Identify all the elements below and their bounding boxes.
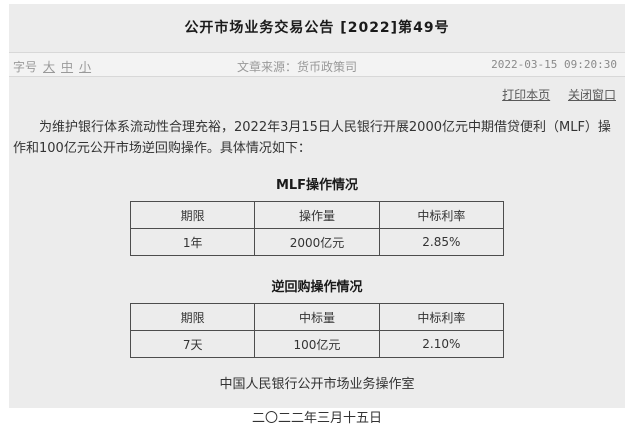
table-row: 7天 100亿元 2.10%	[129, 330, 505, 359]
header-winning-volume: 中标量	[254, 303, 380, 332]
font-size-option-small[interactable]: 小	[79, 60, 92, 74]
issue-date: 二〇二二年三月十五日	[251, 411, 382, 426]
font-size-option-large[interactable]: 大	[43, 60, 56, 74]
cell-term: 1年	[129, 228, 256, 257]
mlf-operations-table: 期限 操作量 中标利率 1年 2000亿元 2.85%	[129, 201, 505, 257]
repo-table-title: 逆回购操作情况	[271, 280, 363, 296]
announcement-page: 公开市场业务交易公告 [2022]第49号 字号 大 中 小 文章来源：货币政策…	[9, 4, 625, 426]
cell-winning-rate: 2.85%	[378, 228, 505, 257]
meta-bar: 字号 大 中 小 文章来源：货币政策司 2022-03-15 09:20:30	[9, 52, 625, 77]
publish-timestamp: 2022-03-15 09:20:30	[491, 58, 617, 71]
announcement-body: 为维护银行体系流动性合理充裕，2022年3月15日人民银行开展2000亿元中期借…	[13, 120, 611, 157]
cell-winning-rate: 2.10%	[378, 330, 505, 359]
table-row: 1年 2000亿元 2.85%	[129, 228, 505, 257]
header-term: 期限	[129, 201, 256, 230]
cell-operation-volume: 2000亿元	[254, 228, 380, 257]
table-header-row: 期限 中标量 中标利率	[129, 303, 505, 332]
cell-winning-volume: 100亿元	[254, 330, 380, 359]
header-winning-rate: 中标利率	[378, 303, 505, 332]
reverse-repo-table: 期限 中标量 中标利率 7天 100亿元 2.10%	[129, 303, 505, 359]
page-title: 公开市场业务交易公告 [2022]第49号	[184, 20, 450, 36]
font-size-option-medium[interactable]: 中	[61, 60, 74, 74]
page-actions: 打印本页 关闭窗口	[9, 86, 625, 103]
cell-term: 7天	[129, 330, 256, 359]
table-header-row: 期限 操作量 中标利率	[129, 201, 505, 230]
print-page-link[interactable]: 打印本页	[502, 88, 551, 102]
article-source-label: 文章来源：	[237, 60, 298, 74]
close-window-link[interactable]: 关闭窗口	[567, 88, 616, 102]
font-size-controls: 字号 大 中 小	[13, 58, 91, 75]
content-area: 公开市场业务交易公告 [2022]第49号 字号 大 中 小 文章来源：货币政策…	[9, 4, 625, 426]
header-winning-rate: 中标利率	[378, 201, 505, 230]
mlf-table-title: MLF操作情况	[275, 178, 359, 194]
article-source: 文章来源：货币政策司	[237, 58, 357, 75]
font-size-label: 字号	[13, 60, 38, 74]
issuing-office: 中国人民银行公开市场业务操作室	[219, 377, 415, 393]
header-term: 期限	[129, 303, 256, 332]
header-operation-volume: 操作量	[254, 201, 380, 230]
article-source-value: 货币政策司	[297, 60, 358, 74]
